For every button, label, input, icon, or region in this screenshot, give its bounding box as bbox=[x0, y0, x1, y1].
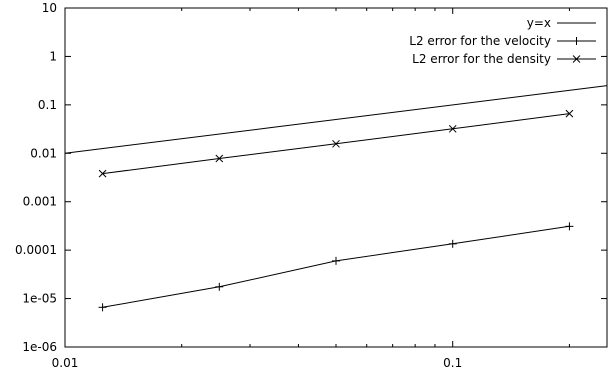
y-tick-label: 0.001 bbox=[23, 195, 57, 209]
cross-marker-b bbox=[572, 55, 581, 63]
plot-frame bbox=[64, 7, 608, 348]
y-tick-label: 1e-05 bbox=[22, 292, 57, 306]
y-tick-label: 0.0001 bbox=[15, 243, 57, 257]
y-tick-labels: 1e-06 1e-05 0.0001 0.001 0.01 0.1 1 10 bbox=[15, 1, 57, 354]
y-tick-label: 0.01 bbox=[30, 146, 57, 160]
x-tick-labels: 0.01 0.1 bbox=[52, 356, 463, 370]
legend-entry-y-x: y=x bbox=[527, 16, 596, 30]
y-tick-label: 10 bbox=[42, 1, 57, 15]
data-point-l2-error-for-the-velocity bbox=[215, 282, 224, 291]
legend-label: L2 error for the velocity bbox=[409, 34, 551, 48]
cross-marker-b bbox=[215, 154, 224, 163]
series-line-y-x bbox=[64, 85, 608, 154]
cross-marker-b bbox=[565, 109, 574, 118]
x-tick-label: 0.01 bbox=[52, 356, 79, 370]
data-point-l2-error-for-the-density bbox=[215, 154, 224, 163]
cross-marker-b bbox=[332, 139, 340, 148]
cross-marker-b bbox=[448, 124, 457, 133]
data-point-l2-error-for-the-velocity bbox=[332, 256, 340, 265]
y-tick-label: 0.1 bbox=[38, 98, 57, 112]
legend-marker bbox=[572, 55, 581, 63]
legend-label: y=x bbox=[527, 16, 551, 30]
data-point-l2-error-for-the-density bbox=[98, 169, 107, 178]
data-point-l2-error-for-the-velocity bbox=[98, 303, 107, 312]
y-tick-label: 1 bbox=[49, 49, 57, 63]
x-tick-label: 0.1 bbox=[443, 356, 462, 370]
legend: y=x L2 error for the velocity L2 error for… bbox=[409, 16, 596, 66]
series-line-l2-error-for-the-velocity bbox=[102, 225, 570, 308]
legend-marker bbox=[572, 37, 581, 45]
data-point-l2-error-for-the-density bbox=[332, 139, 340, 148]
legend-label: L2 error for the density bbox=[412, 52, 551, 66]
data-point-l2-error-for-the-density bbox=[565, 109, 574, 118]
cross-marker-b bbox=[98, 169, 107, 178]
data-point-l2-error-for-the-velocity bbox=[565, 222, 574, 231]
y-tick-label: 1e-06 bbox=[22, 340, 57, 354]
legend-entry-l2-error-for-the-velocity: L2 error for the velocity bbox=[409, 34, 596, 48]
series-layer bbox=[64, 85, 608, 312]
data-point-l2-error-for-the-velocity bbox=[448, 239, 457, 248]
legend-entry-l2-error-for-the-density: L2 error for the density bbox=[412, 52, 596, 66]
data-point-l2-error-for-the-density bbox=[448, 124, 457, 133]
